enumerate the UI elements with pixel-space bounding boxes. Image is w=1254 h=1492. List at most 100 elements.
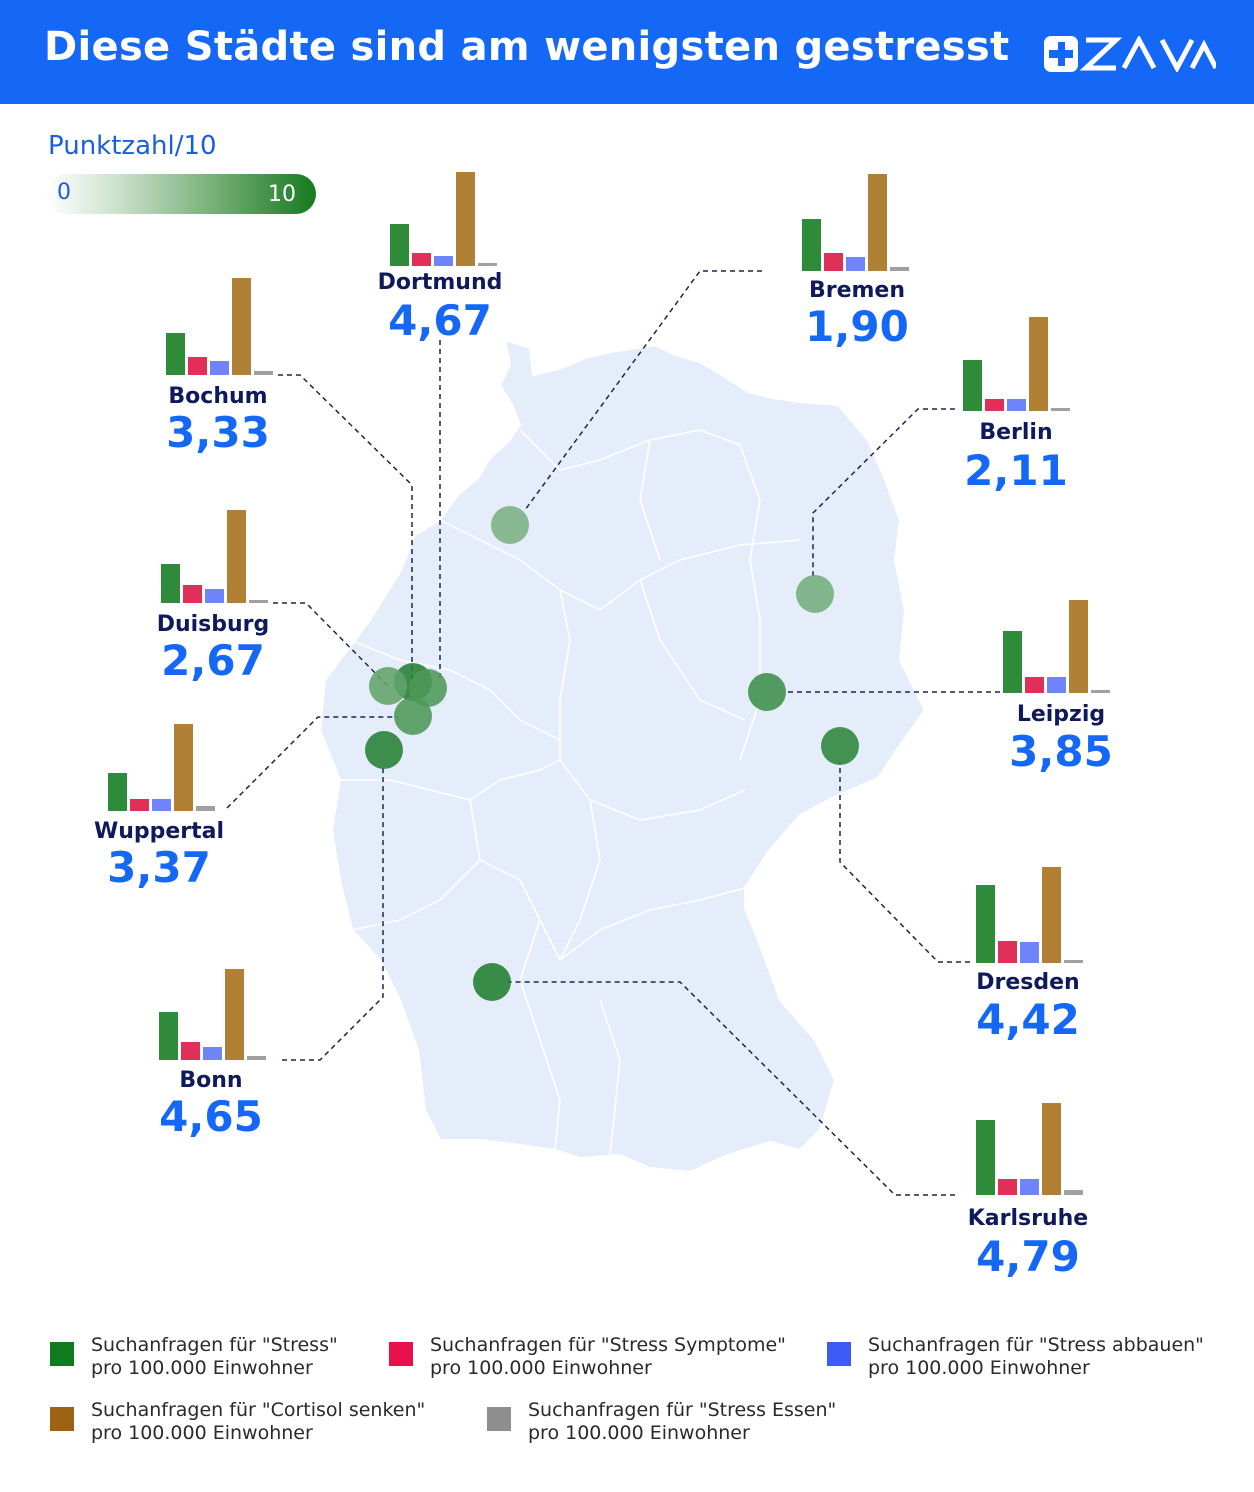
bar-abbauen (1007, 399, 1026, 411)
city-marker-leipzig (748, 673, 786, 711)
connector-line-dresden (839, 762, 970, 963)
legend-line-2: pro 100.000 Einwohner (430, 1357, 652, 1379)
bar-essen (1091, 690, 1110, 693)
bar-symptome (985, 399, 1004, 411)
legend-line-2: pro 100.000 Einwohner (91, 1422, 313, 1444)
connector-line-berlin (812, 408, 955, 578)
city-marker-duisburg (369, 667, 407, 705)
bar-abbauen (434, 256, 453, 266)
city-name-karlsruhe: Karlsruhe (967, 1206, 1089, 1231)
city-markers (365, 506, 859, 1001)
bar-essen (254, 371, 273, 375)
legend-line-1: Suchanfragen für "Stress Essen" (528, 1399, 837, 1421)
bar-essen (478, 263, 497, 266)
bar-chart-dortmund (390, 172, 497, 266)
city-marker-bonn (365, 731, 403, 769)
city-name-wuppertal: Wuppertal (93, 819, 225, 844)
legend-swatch-abbauen (827, 1342, 851, 1366)
bar-cortisol (1029, 317, 1048, 411)
city-score-dresden: 4,42 (976, 995, 1080, 1044)
bar-abbauen (203, 1047, 222, 1060)
bar-cortisol (232, 278, 251, 375)
legend-line-1: Suchanfragen für "Stress" (91, 1334, 338, 1356)
bar-symptome (130, 799, 149, 811)
city-name-bochum: Bochum (168, 384, 268, 409)
bar-essen (1051, 408, 1070, 411)
bar-essen (890, 267, 909, 271)
bar-symptome (824, 253, 843, 271)
bar-essen (249, 600, 268, 603)
connector-line-karlsruhe (508, 981, 955, 1196)
bar-chart-berlin (963, 317, 1070, 411)
city-name-dresden: Dresden (976, 970, 1080, 995)
city-score-bremen: 1,90 (805, 302, 909, 351)
header-bar: Diese Städte sind am wenigsten gestresst (0, 0, 1254, 104)
bar-abbauen (1047, 677, 1066, 693)
bar-chart-wuppertal (108, 724, 215, 811)
bar-cortisol (1042, 1103, 1061, 1195)
legend-line-1: Suchanfragen für "Stress abbauen" (868, 1334, 1204, 1356)
state-borders (340, 429, 801, 1156)
city-marker-bochum (409, 669, 447, 707)
bar-symptome (181, 1042, 200, 1060)
legend-swatch-stress (50, 1342, 74, 1366)
bar-symptome (1025, 677, 1044, 693)
city-name-dortmund: Dortmund (377, 270, 503, 295)
city-bar-charts (108, 172, 1110, 1195)
scale-max-label: 10 (268, 182, 296, 207)
bar-cortisol (225, 969, 244, 1060)
bar-cortisol (868, 174, 887, 271)
city-score-wuppertal: 3,37 (107, 843, 211, 892)
legend-swatch-essen (487, 1407, 511, 1431)
city-score-bonn: 4,65 (159, 1092, 263, 1141)
connector-line-bonn (282, 766, 384, 1061)
bar-chart-dresden (976, 867, 1083, 963)
bar-abbauen (1020, 1179, 1039, 1195)
bar-stress (976, 1120, 995, 1195)
legend-line-1: Suchanfragen für "Cortisol senken" (91, 1399, 426, 1421)
bar-abbauen (152, 799, 171, 811)
legend-line-1: Suchanfragen für "Stress Symptome" (430, 1334, 786, 1356)
bar-abbauen (210, 361, 229, 375)
bar-symptome (188, 357, 207, 375)
zava-logo (1044, 36, 1216, 72)
bar-chart-bonn (159, 969, 266, 1060)
legend-line-2: pro 100.000 Einwohner (868, 1357, 1090, 1379)
bar-stress (963, 360, 982, 411)
city-name-leipzig: Leipzig (1016, 702, 1106, 727)
bar-chart-duisburg (161, 510, 268, 603)
bar-cortisol (456, 172, 475, 266)
bar-symptome (998, 941, 1017, 963)
legend-label: Suchanfragen für "Stress abbauen" pro 100… (868, 1334, 1204, 1380)
bar-stress (802, 219, 821, 271)
bar-cortisol (227, 510, 246, 603)
bar-stress (390, 224, 409, 266)
bar-cortisol (174, 724, 193, 811)
scale-title: Punktzahl/10 (48, 131, 217, 161)
bar-cortisol (1042, 867, 1061, 963)
bar-stress (166, 333, 185, 375)
city-marker-wuppertal (394, 697, 432, 735)
bar-stress (1003, 631, 1022, 693)
connector-line-bochum (278, 374, 413, 688)
bar-abbauen (205, 589, 224, 603)
legend-label: Suchanfragen für "Cortisol senken" pro 10… (91, 1399, 425, 1445)
legend-swatch-symptome (389, 1342, 413, 1366)
page-title: Diese Städte sind am wenigsten gestresst (44, 24, 1010, 70)
city-marker-bremen (491, 506, 529, 544)
bar-chart-bremen (802, 174, 909, 271)
city-score-duisburg: 2,67 (161, 636, 265, 685)
legend-label: Suchanfragen für "Stress Symptome" pro 10… (430, 1334, 786, 1380)
bar-chart-leipzig (1003, 600, 1110, 693)
bar-essen (196, 806, 215, 811)
bar-symptome (183, 585, 202, 603)
city-marker-dresden (821, 727, 859, 765)
bar-essen (1064, 960, 1083, 963)
connector-line-duisburg (273, 602, 389, 687)
legend-line-2: pro 100.000 Einwohner (91, 1357, 313, 1379)
city-name-duisburg: Duisburg (156, 612, 270, 637)
city-name-bremen: Bremen (808, 278, 906, 303)
bar-chart-karlsruhe (976, 1103, 1083, 1195)
bar-essen (1064, 1190, 1083, 1195)
